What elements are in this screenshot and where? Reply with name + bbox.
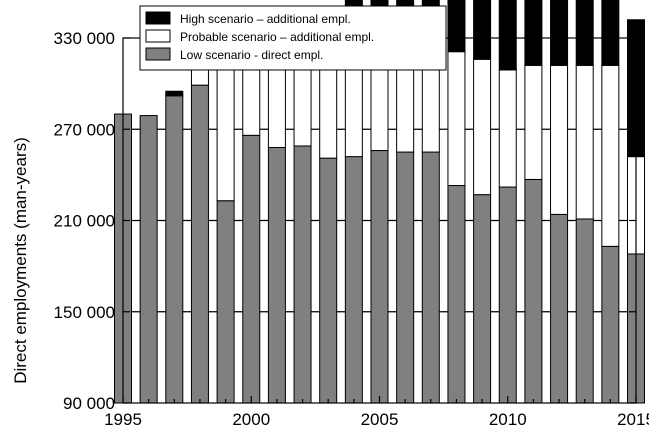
x-tick-label: 2010 bbox=[489, 410, 527, 429]
bar-segment-low-1999 bbox=[216, 200, 235, 404]
bar-segment-low-2014 bbox=[601, 245, 620, 404]
bar-segment-high-2009 bbox=[473, 0, 492, 60]
axis-ticks: 90 000 150 000 210 000 270 000 330 000 1995 20… bbox=[54, 29, 649, 429]
legend-label: High scenario – additional empl. bbox=[180, 12, 351, 26]
legend: High scenario – additional empl. Probable… bbox=[139, 5, 447, 71]
bar-segment-probable-2014 bbox=[601, 64, 620, 247]
bar-segment-probable-1999 bbox=[216, 55, 235, 202]
legend-swatch bbox=[145, 47, 171, 61]
bar-segment-low-2008 bbox=[447, 185, 466, 404]
bar-segment-low-1996 bbox=[139, 115, 158, 404]
bar-segment-low-2011 bbox=[524, 178, 543, 404]
x-tick-label: 2015 bbox=[617, 410, 649, 429]
bar-segment-high-2010 bbox=[498, 0, 517, 71]
bar-segment-probable-2010 bbox=[498, 69, 517, 188]
bar-segment-probable-2011 bbox=[524, 64, 543, 180]
y-tick-label: 270 000 bbox=[54, 120, 115, 139]
bar-segment-low-2013 bbox=[575, 218, 594, 404]
bar-segment-high-2011 bbox=[524, 0, 543, 66]
y-tick-label: 150 000 bbox=[54, 303, 115, 322]
bar-segment-high-2013 bbox=[575, 0, 594, 66]
x-tick-label: 2000 bbox=[232, 410, 270, 429]
bar-segment-high-2012 bbox=[550, 0, 569, 66]
y-tick-label: 90 000 bbox=[63, 394, 115, 413]
y-tick-label: 330 000 bbox=[54, 29, 115, 48]
legend-swatch bbox=[145, 11, 171, 25]
legend-label: Probable scenario – additional empl. bbox=[180, 30, 374, 44]
bar-segment-low-2009 bbox=[473, 194, 492, 404]
legend-box bbox=[139, 5, 447, 71]
bar-segment-low-2004 bbox=[344, 156, 363, 404]
bar-segment-probable-2013 bbox=[575, 64, 594, 220]
bar-segment-low-2007 bbox=[421, 151, 440, 404]
y-tick-label: 210 000 bbox=[54, 212, 115, 231]
bar-segment-high-2008 bbox=[447, 0, 466, 53]
y-axis-title: Direct employments (man-years) bbox=[11, 137, 30, 384]
legend-swatch bbox=[145, 29, 171, 43]
bar-segment-probable-2012 bbox=[550, 64, 569, 215]
legend-label: Low scenario - direct empl. bbox=[180, 48, 323, 62]
bar-segment-probable-2009 bbox=[473, 58, 492, 196]
bar-segment-low-2002 bbox=[293, 145, 312, 404]
bar-segment-low-2005 bbox=[370, 150, 389, 404]
bar-segment-high-1997 bbox=[165, 90, 184, 97]
bar-segment-low-1998 bbox=[190, 84, 209, 404]
bar-segment-low-2012 bbox=[550, 213, 569, 404]
bar-segment-low-2000 bbox=[242, 134, 261, 404]
bar-segment-low-2003 bbox=[319, 157, 338, 404]
bar-segment-low-2010 bbox=[498, 186, 517, 404]
bar-segment-high-2014 bbox=[601, 0, 620, 66]
bar-segment-low-2001 bbox=[267, 147, 286, 404]
x-tick-label: 2005 bbox=[361, 410, 399, 429]
bar-segment-probable-2008 bbox=[447, 51, 466, 187]
bar-segment-low-2006 bbox=[396, 151, 415, 404]
x-tick-label: 1995 bbox=[104, 410, 142, 429]
bar-segment-low-1997 bbox=[165, 95, 184, 404]
